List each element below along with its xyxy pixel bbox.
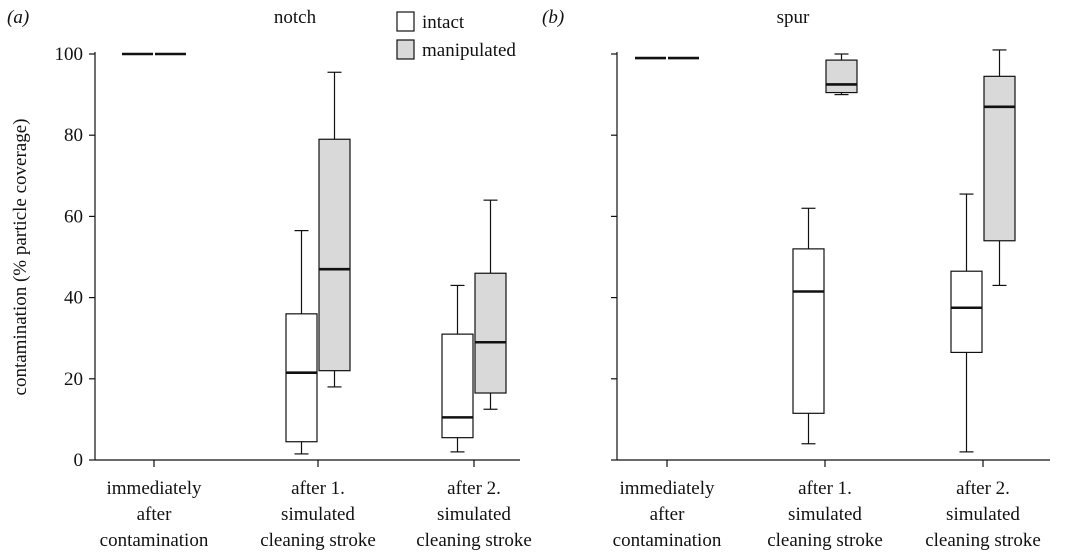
legend-label-intact: intact — [422, 12, 465, 33]
box-manipulated-1-body — [318, 138, 351, 372]
x-category-label: simulated — [946, 504, 1020, 525]
x-category-label: after 2. — [956, 478, 1010, 499]
x-category-label: contamination — [100, 530, 209, 551]
x-category-label: contamination — [613, 530, 722, 551]
panel-notch: (a) notch 0 20 40 60 80 100 contamination (% par… — [7, 7, 532, 551]
y-tick-label: 40 — [64, 288, 83, 309]
box-manipulated-2-body — [474, 272, 507, 394]
box-intact-2-body — [441, 333, 474, 439]
y-tick-label: 60 — [64, 206, 83, 227]
legend-swatch-manipulated — [396, 39, 415, 60]
y-axis-title: contamination (% particle coverage) — [10, 119, 31, 396]
x-category-label: immediately — [620, 478, 715, 499]
x-category-label: simulated — [281, 504, 355, 525]
y-tick-label: 20 — [64, 369, 83, 390]
y-tick-label: 80 — [64, 125, 83, 146]
x-category-label: cleaning stroke — [925, 530, 1041, 551]
box-intact-1-body — [792, 248, 825, 414]
x-category-label: cleaning stroke — [260, 530, 376, 551]
legend-label-manipulated: manipulated — [422, 40, 516, 61]
x-category-label: simulated — [437, 504, 511, 525]
x-category-label: after 1. — [798, 478, 852, 499]
x-category-label: simulated — [788, 504, 862, 525]
panel-letter: (b) — [542, 7, 564, 28]
panel-title: spur — [777, 7, 810, 28]
box-manipulated-2-body — [983, 75, 1016, 242]
panel-spur: (b) spur immediately after contamination afte… — [542, 7, 1050, 551]
box-intact-1-body — [285, 313, 318, 443]
x-category-label: cleaning stroke — [416, 530, 532, 551]
panel-title: notch — [274, 7, 317, 28]
x-category-label: immediately — [107, 478, 202, 499]
panel-letter: (a) — [7, 7, 29, 28]
x-category-label: after 1. — [291, 478, 345, 499]
y-tick-label: 0 — [74, 450, 84, 471]
box-intact-2-body — [950, 270, 983, 354]
legend-swatch-intact — [396, 11, 415, 32]
x-category-label: cleaning stroke — [767, 530, 883, 551]
box-manipulated-1-body — [825, 59, 858, 94]
x-category-label: after — [137, 504, 172, 525]
x-category-label: after 2. — [447, 478, 501, 499]
y-tick-label: 100 — [55, 44, 84, 65]
x-category-label: after — [650, 504, 685, 525]
